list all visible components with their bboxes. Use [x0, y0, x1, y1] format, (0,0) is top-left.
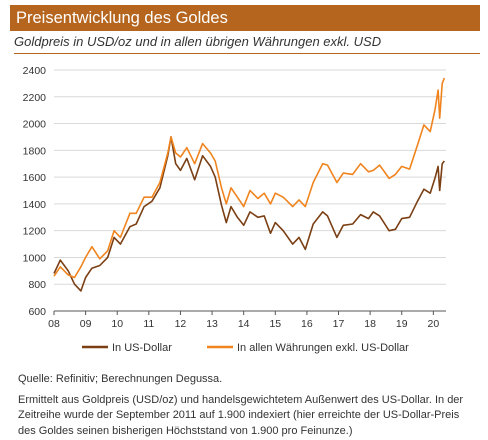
series-lines: [53, 77, 446, 292]
notes: Quelle: Refinitiv; Berechnungen Degussa.…: [18, 372, 480, 439]
source-note: Quelle: Refinitiv; Berechnungen Degussa.: [18, 373, 223, 385]
y-tick-label: 2400: [23, 65, 47, 77]
y-tick-label: 600: [28, 306, 46, 318]
x-tick-label: 11: [143, 318, 154, 330]
y-tick-label: 1200: [23, 226, 47, 238]
legend-label: In allen Währungen exkl. US-Dollar: [237, 342, 409, 354]
x-tick-label: 17: [333, 318, 345, 330]
x-tick-label: 16: [301, 318, 313, 330]
y-axis-ticks: 600 800 1000 1200 1400 1600 1800 2000 2200 2400: [23, 65, 47, 318]
series-line-other-currencies: [53, 77, 446, 279]
x-tick-label: 09: [80, 318, 92, 330]
x-tick-label: 08: [48, 318, 60, 330]
x-tick-label: 18: [364, 318, 376, 330]
y-tick-label: 1000: [23, 252, 47, 264]
x-tick-label: 10: [111, 318, 123, 330]
y-tick-label: 2000: [23, 119, 47, 131]
x-tick-label: 15: [269, 318, 281, 330]
x-tick-label: 19: [396, 318, 408, 330]
legend-label: In US-Dollar: [112, 342, 172, 354]
x-axis-ticks: 08 09 10 11 12 13 14 15 16 17 18 19 20: [48, 310, 446, 330]
gridlines: [54, 69, 446, 312]
y-tick-label: 1600: [23, 172, 47, 184]
x-tick-label: 20: [428, 318, 440, 330]
y-tick-label: 1800: [23, 145, 47, 157]
chart-subtitle: Goldpreis in USD/oz und in allen übrigen…: [14, 34, 480, 54]
y-tick-label: 1400: [23, 199, 47, 211]
description-note: Ermittelt aus Goldpreis (USD/oz) und han…: [18, 393, 464, 437]
x-tick-label: 12: [175, 318, 187, 330]
y-tick-label: 2200: [23, 92, 47, 104]
legend: In US-Dollar In allen Währungen exkl. US-…: [82, 342, 409, 354]
y-tick-label: 800: [28, 279, 46, 291]
x-tick-label: 13: [206, 318, 218, 330]
line-chart: 600 800 1000 1200 1400 1600 1800 2000 2200 2400 0…: [23, 65, 446, 354]
x-tick-label: 14: [238, 318, 250, 330]
series-line-usd: [53, 136, 446, 292]
chart-title: Preisentwicklung des Goldes: [10, 5, 480, 31]
